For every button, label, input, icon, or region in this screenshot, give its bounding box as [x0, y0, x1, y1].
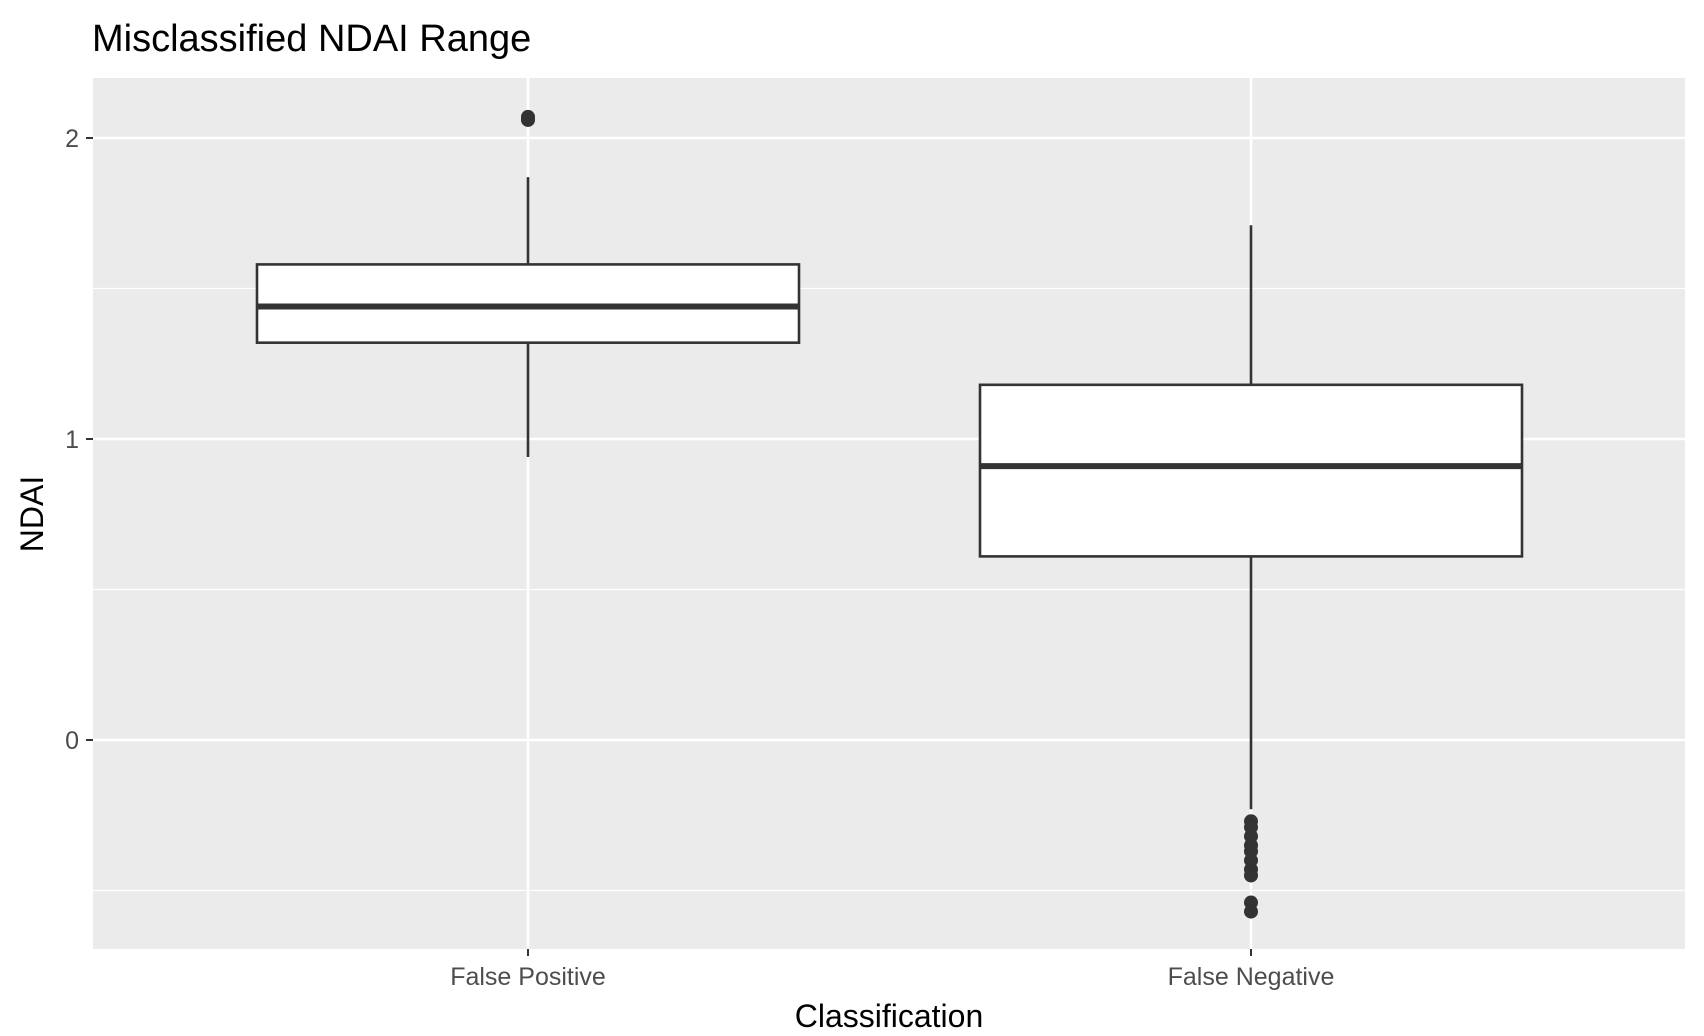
y-axis-ticks: 0 1 2	[65, 125, 93, 755]
outlier-point	[1244, 868, 1258, 883]
outlier-point	[521, 109, 535, 124]
y-tick-label: 1	[65, 426, 79, 454]
outlier-point	[1244, 904, 1258, 919]
x-tick-label: False Negative	[1168, 963, 1335, 991]
box-false-negative	[978, 225, 1524, 919]
x-tick-label: False Positive	[450, 963, 606, 991]
x-axis-ticks: False Positive False Negative	[450, 949, 1334, 991]
box-false-positive	[255, 109, 801, 458]
iqr-box	[255, 263, 801, 344]
y-tick-label: 2	[65, 125, 79, 153]
iqr-box	[978, 383, 1524, 558]
y-axis-title: NDAI	[14, 476, 50, 552]
y-tick-label: 0	[65, 727, 79, 755]
chart-title: Misclassified NDAI Range	[92, 18, 531, 60]
boxes	[255, 109, 1524, 919]
x-axis-title: Classification	[795, 998, 984, 1034]
